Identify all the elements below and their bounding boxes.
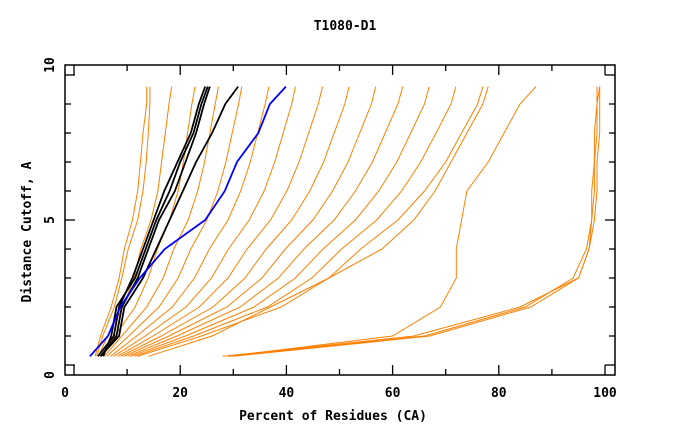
ticks-layer: 0 20 40 60 80 100 0 5 10 [43, 57, 617, 401]
y-tick-label: 10 [43, 57, 58, 73]
chart-title: T1080-D1 [314, 19, 377, 34]
x-tick-label: 20 [172, 386, 188, 401]
series-line-model-12 [130, 86, 430, 357]
x-tick-label: 60 [385, 386, 401, 401]
series-line-model-18 [227, 86, 598, 357]
series-line-reference-24 [89, 85, 287, 357]
series-line-model-13 [134, 86, 457, 357]
series-line-model-17 [222, 86, 601, 357]
series-line-highlight-21 [99, 86, 211, 357]
series-line-model-15 [148, 86, 489, 357]
x-axis-label: Percent of Residues (CA) [239, 409, 427, 424]
series-line-model-1 [96, 86, 151, 357]
x-tick-label: 100 [593, 386, 617, 401]
series-layer [89, 85, 601, 357]
series-line-model-19 [233, 86, 601, 357]
series-line-model-0 [94, 86, 148, 357]
series-line-model-9 [120, 86, 350, 357]
x-tick-label: 40 [279, 386, 295, 401]
y-axis-label: Distance Cutoff, A [20, 161, 35, 302]
x-tick-label: 80 [491, 386, 507, 401]
y-tick-label: 0 [43, 371, 58, 379]
series-line-model-5 [106, 86, 243, 357]
plot-frame [64, 64, 616, 376]
series-line-model-4 [103, 86, 219, 357]
series-line-model-6 [110, 86, 270, 357]
series-line-model-7 [113, 86, 296, 357]
x-tick-label: 0 [61, 386, 69, 401]
y-tick-label: 5 [43, 216, 58, 224]
series-line-highlight-22 [102, 86, 209, 357]
series-line-model-10 [123, 86, 377, 357]
series-line-model-16 [227, 86, 537, 357]
series-line-highlight-20 [97, 86, 207, 357]
series-line-model-8 [117, 86, 323, 357]
series-line-highlight-23 [99, 86, 239, 357]
series-line-model-14 [137, 86, 484, 357]
series-line-model-11 [127, 86, 404, 357]
